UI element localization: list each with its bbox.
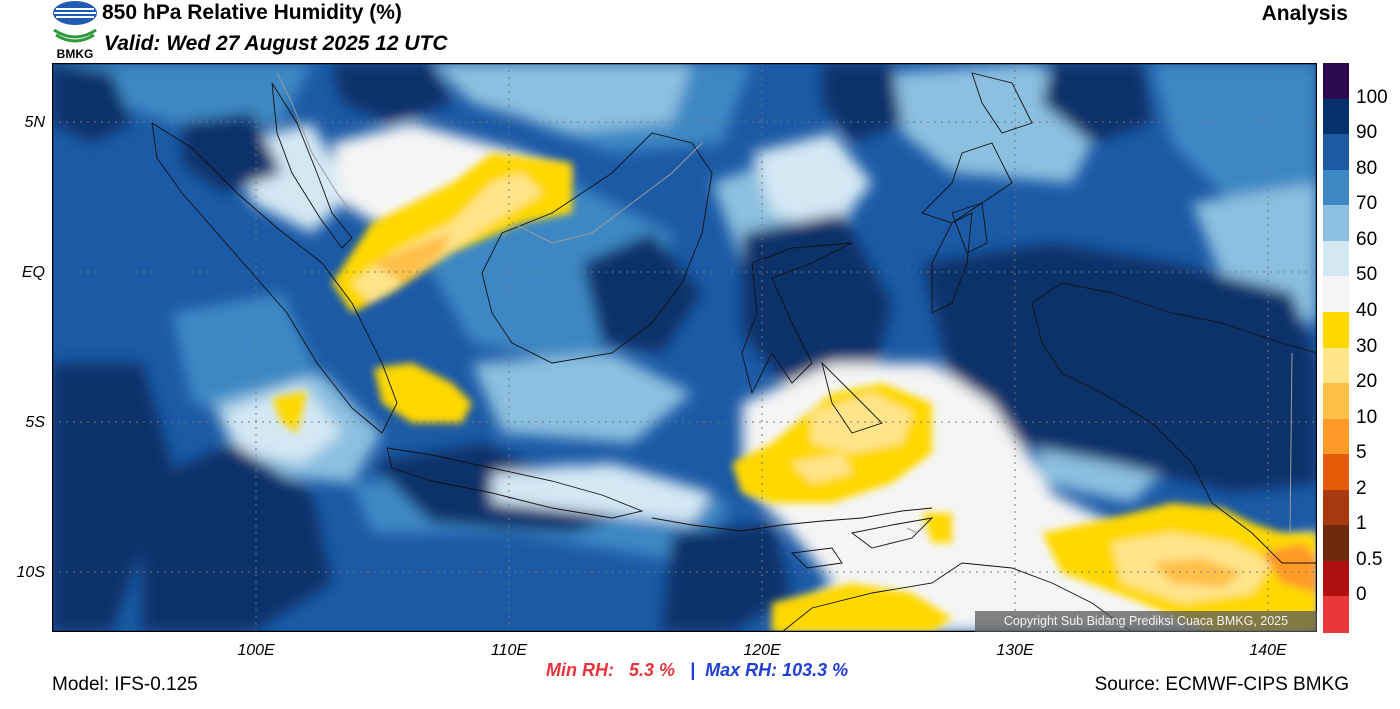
- colorbar-label: 90: [1356, 122, 1378, 144]
- logo-text: BMKG: [57, 47, 94, 60]
- colorbar-swatch: [1323, 311, 1349, 348]
- malay-peninsula-coast: [271, 82, 353, 249]
- colorbar-swatch: [1323, 418, 1349, 455]
- colorbar-swatch: [1323, 98, 1349, 135]
- colorbar-label: 100: [1356, 86, 1388, 108]
- timor-border: [906, 527, 918, 534]
- lat-label-5n: 5N: [24, 114, 45, 131]
- max-rh-value: 103.3 %: [782, 660, 849, 680]
- min-rh-value: 5.3 %: [629, 660, 676, 680]
- colorbar-swatch: [1323, 347, 1349, 384]
- png-border: [1289, 352, 1293, 534]
- chart-title: 850 hPa Relative Humidity (%): [102, 1, 402, 24]
- source-label: Source: ECMWF-CIPS BMKG: [1094, 674, 1349, 695]
- colorbar-label: 0: [1356, 584, 1367, 606]
- humidity-map: Copyright Sub Bidang Prediksi Cuaca BMKG…: [51, 62, 1318, 633]
- halmahera-coast: [951, 202, 988, 254]
- lat-lon-grid: [52, 63, 1317, 632]
- colorbar-swatch: [1323, 63, 1349, 100]
- sulawesi-coast: [741, 242, 853, 395]
- humidity-field: [52, 63, 1317, 632]
- lon-label-130e: 130E: [996, 642, 1034, 659]
- colorbar-swatch: [1323, 134, 1349, 171]
- timor-coast: [850, 517, 934, 549]
- sumatra-coast: [151, 122, 398, 434]
- philippines-coast: [921, 142, 1013, 224]
- colorbar-label: 50: [1356, 264, 1378, 286]
- lat-label-10s: 10S: [16, 564, 45, 581]
- lon-label-140e: 140E: [1249, 642, 1287, 659]
- bmkg-logo: BMKG: [50, 0, 100, 61]
- borneo-coast: [481, 132, 713, 364]
- colorbar-swatch: [1323, 560, 1349, 597]
- lon-label-100e: 100E: [237, 642, 275, 659]
- colorbar-label: 30: [1356, 335, 1378, 357]
- colorbar-label: 0.5: [1356, 548, 1383, 570]
- lat-label-eq: EQ: [21, 264, 45, 281]
- colorbar-label: 60: [1356, 228, 1378, 250]
- australia-coast: [781, 562, 1133, 632]
- colorbar-swatch: [1323, 383, 1349, 420]
- analysis-label: Analysis: [1261, 2, 1348, 25]
- min-rh-label: Min RH:: [546, 660, 614, 680]
- sumba-coast: [791, 547, 843, 569]
- borneo-border: [511, 142, 703, 244]
- copyright-notice: Copyright Sub Bidang Prediksi Cuaca BMKG…: [975, 611, 1317, 632]
- malay-border: [276, 72, 353, 214]
- lon-label-120e: 120E: [743, 642, 781, 659]
- colorbar-label: 1: [1356, 513, 1367, 535]
- colorbar-swatch: [1323, 454, 1349, 491]
- colorbar-swatch: [1323, 596, 1349, 633]
- valid-time: Valid: Wed 27 August 2025 12 UTC: [104, 32, 448, 55]
- colorbar-swatch: [1323, 169, 1349, 206]
- max-rh-label: Max RH:: [705, 660, 778, 680]
- colorbar-label: 80: [1356, 157, 1378, 179]
- sulawesi-southeast-coast: [821, 361, 883, 434]
- colorbar-label: 10: [1356, 406, 1378, 428]
- colorbar-label: 2: [1356, 477, 1367, 499]
- map-frame: [51, 62, 1318, 633]
- colorbar-swatch: [1323, 525, 1349, 562]
- dry-air-zones: [272, 153, 1317, 632]
- min-max-readout: Min RH: 5.3 % | Max RH: 103.3 %: [546, 660, 848, 681]
- colorbar-label: 5: [1356, 442, 1367, 464]
- lesser-sunda-coast: [651, 507, 933, 532]
- colorbar-swatch: [1323, 276, 1349, 313]
- colorbar-label: 70: [1356, 193, 1378, 215]
- colorbar-swatch: [1323, 205, 1349, 242]
- colorbar-swatch: [1323, 240, 1349, 277]
- lon-label-110e: 110E: [490, 642, 528, 659]
- lat-label-5s: 5S: [25, 414, 45, 431]
- borders: [276, 72, 1293, 534]
- new-guinea-coast: [1031, 282, 1317, 564]
- colorbar: [1323, 63, 1349, 633]
- separator: |: [690, 660, 696, 680]
- model-label: Model: IFS-0.125: [52, 674, 198, 695]
- mindanao-coast: [971, 72, 1033, 134]
- colorbar-label: 20: [1356, 371, 1378, 393]
- colorbar-swatch: [1323, 489, 1349, 526]
- coastlines: [151, 72, 1317, 632]
- colorbar-label: 40: [1356, 299, 1378, 321]
- java-coast: [386, 447, 644, 519]
